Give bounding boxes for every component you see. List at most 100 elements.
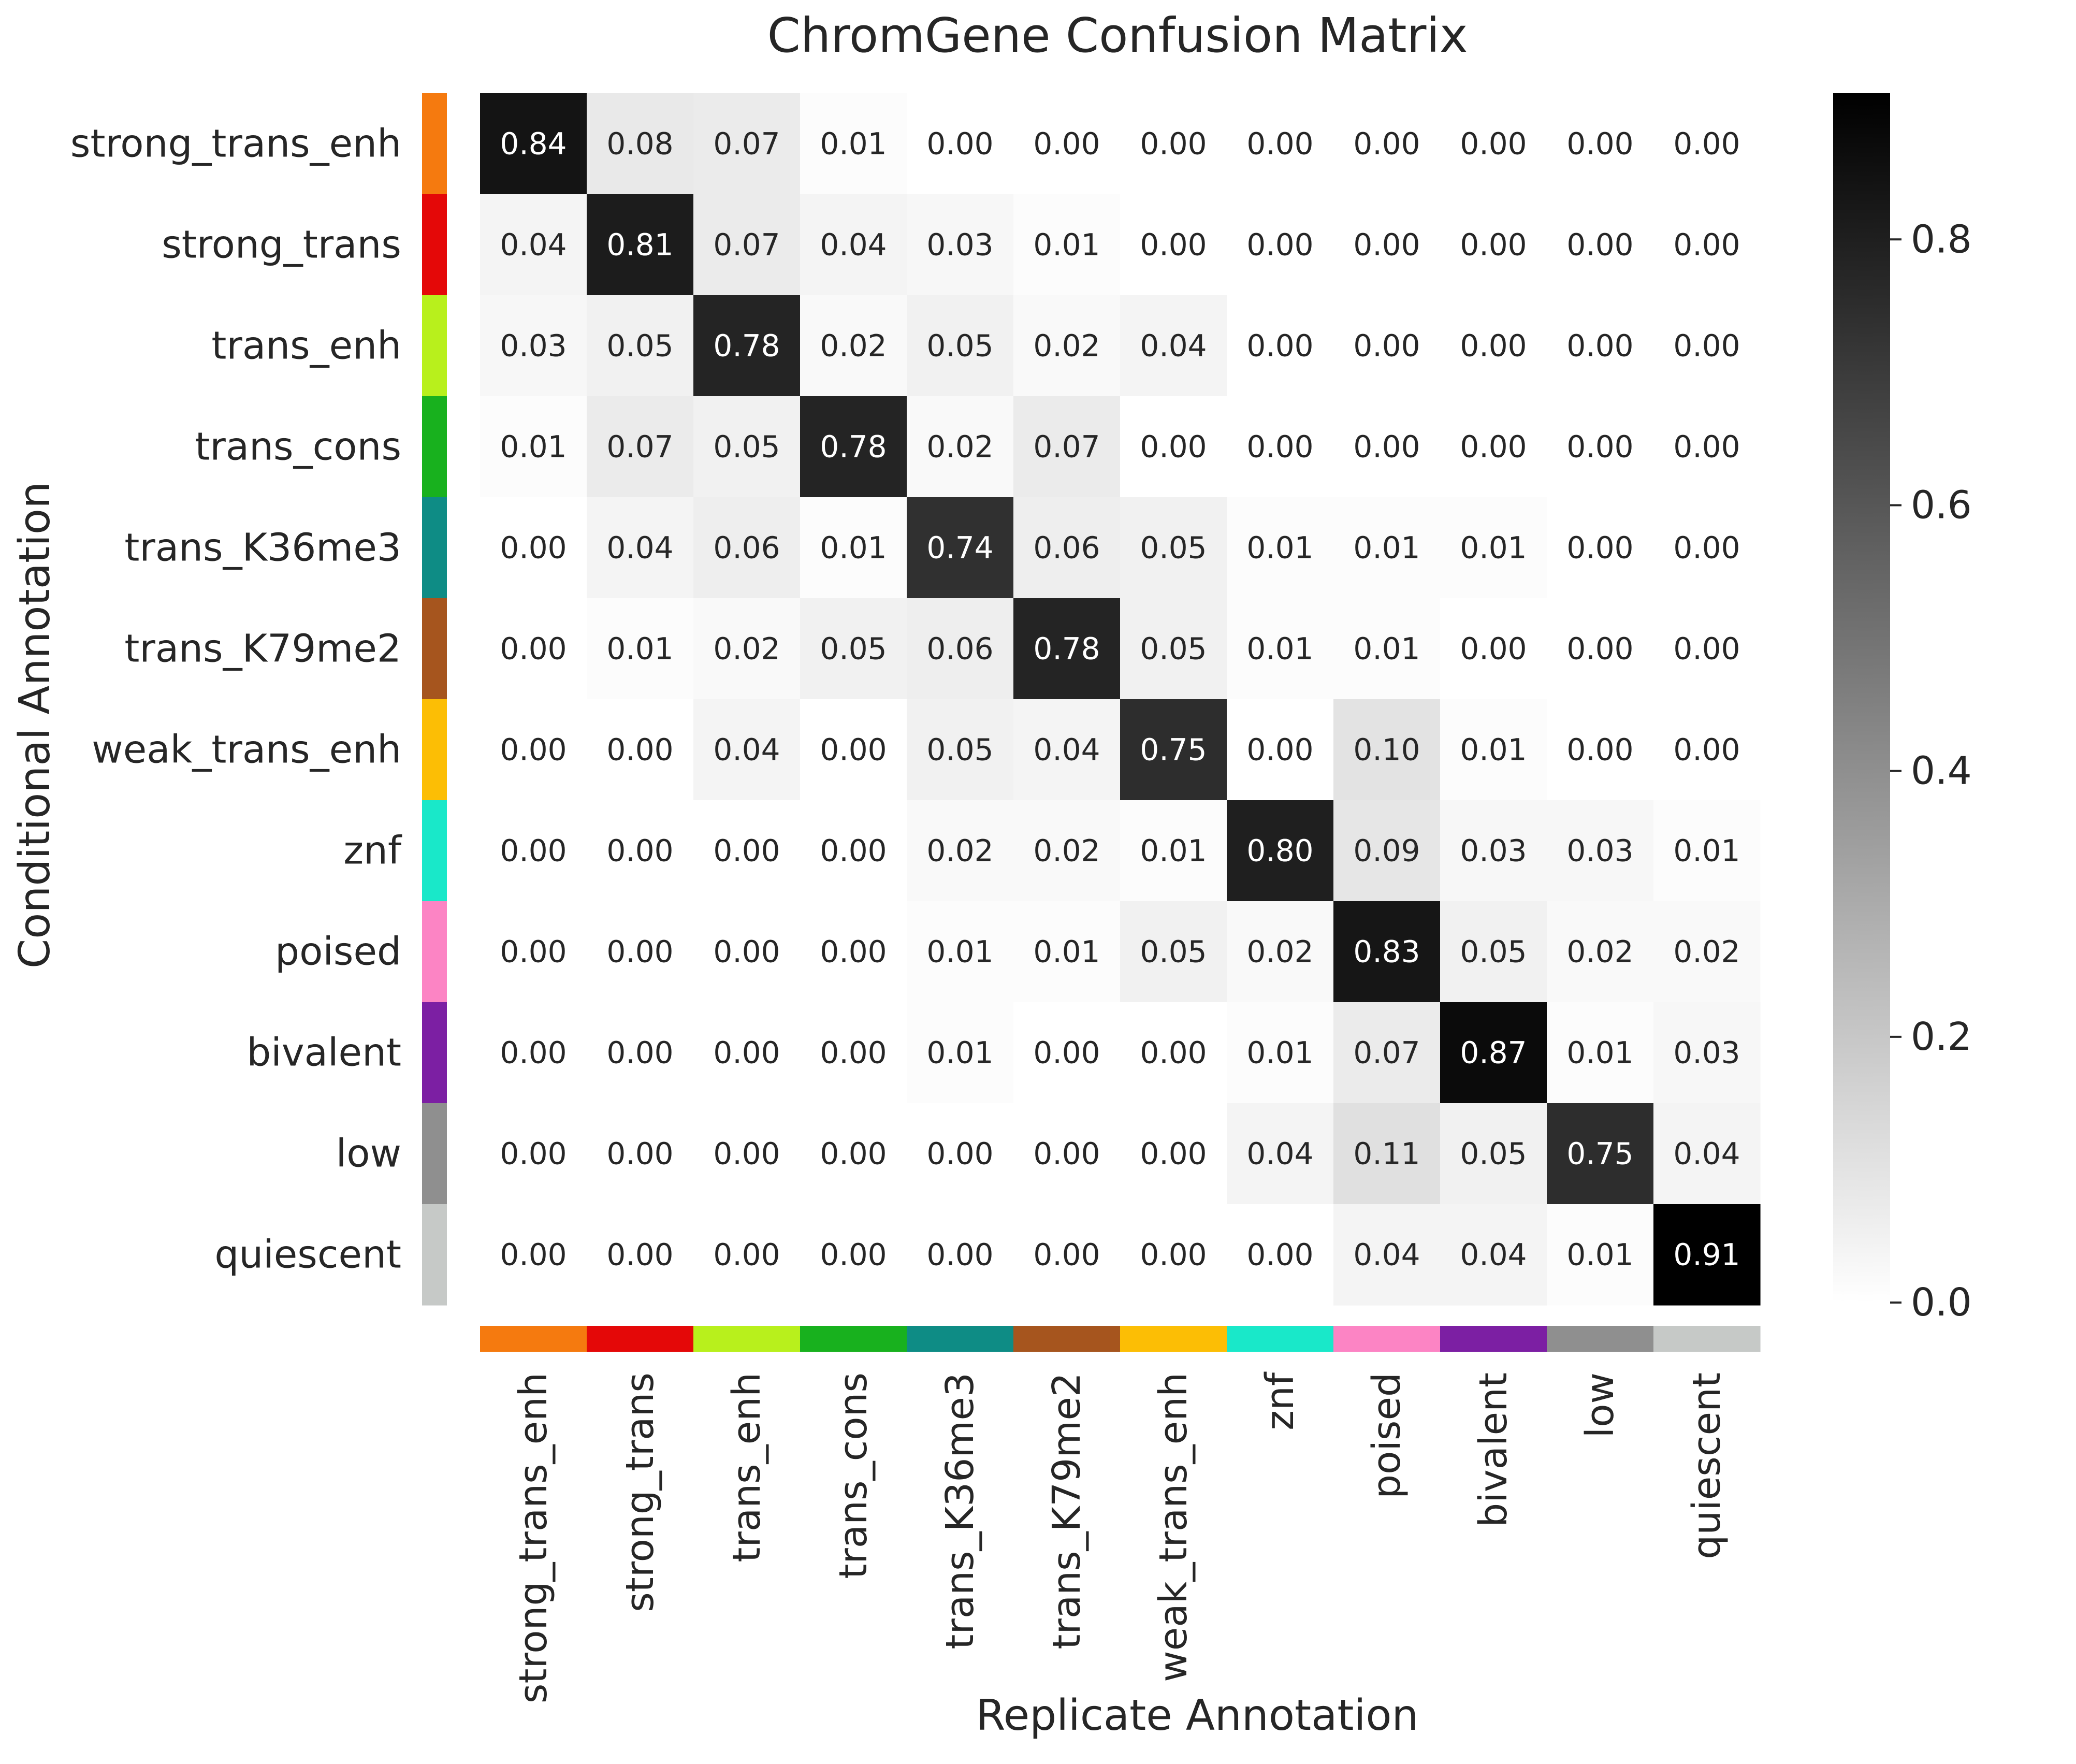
cell-value-label: 0.04 <box>820 227 887 263</box>
heatmap-cell <box>1013 396 1121 498</box>
y-tick-label: bivalent <box>246 1031 401 1075</box>
heatmap-cell <box>1013 93 1121 195</box>
heatmap-cell <box>1227 901 1334 1003</box>
cell-value-label: 0.05 <box>926 732 993 768</box>
cell-value-label: 0.04 <box>606 530 673 566</box>
heatmap-cell <box>587 93 694 195</box>
heatmap-cell <box>907 396 1014 498</box>
column-color-swatch <box>1333 1326 1441 1352</box>
heatmap-cell <box>1440 93 1547 195</box>
cell-value-label: 0.01 <box>606 631 673 667</box>
cell-value-label: 0.78 <box>713 328 780 364</box>
cell-value-label: 0.00 <box>1566 227 1633 263</box>
heatmap-cell <box>1653 93 1761 195</box>
cell-value-label: 0.78 <box>1033 631 1100 667</box>
heatmap-cell <box>1333 93 1441 195</box>
cell-value-label: 0.00 <box>926 1237 993 1273</box>
cell-value-label: 0.01 <box>926 934 993 970</box>
heatmap-cell <box>1333 1204 1441 1306</box>
row-color-swatch <box>422 497 447 599</box>
cell-value-label: 0.01 <box>1033 934 1100 970</box>
heatmap-cell <box>1547 396 1654 498</box>
heatmap-cell <box>1440 699 1547 801</box>
heatmap-cell <box>1440 598 1547 700</box>
cell-value-label: 0.83 <box>1353 934 1420 970</box>
cell-value-label: 0.00 <box>1353 429 1420 465</box>
heatmap-cell <box>1120 598 1227 700</box>
y-tick-label: znf <box>343 829 402 873</box>
cell-value-label: 0.07 <box>713 227 780 263</box>
y-tick-label: low <box>336 1132 401 1176</box>
heatmap-cell <box>1120 396 1227 498</box>
cell-value-label: 0.02 <box>926 833 993 869</box>
cell-value-label: 0.04 <box>1353 1237 1420 1273</box>
heatmap-cell <box>1440 295 1547 397</box>
heatmap-cell <box>1013 800 1121 902</box>
heatmap-cell <box>693 1103 801 1205</box>
heatmap-cell <box>1653 1002 1761 1104</box>
cell-value-label: 0.00 <box>713 1035 780 1071</box>
cell-value-label: 0.00 <box>500 732 567 768</box>
heatmap-cell <box>907 295 1014 397</box>
heatmap-cell <box>1120 699 1227 801</box>
cell-value-label: 0.00 <box>1673 530 1740 566</box>
y-tick-label: strong_trans_enh <box>70 122 401 166</box>
heatmap-cell <box>1653 497 1761 599</box>
heatmap-cell <box>1653 396 1761 498</box>
heatmap-cell <box>1547 295 1654 397</box>
colorbar-tick-label: 0.4 <box>1911 749 1972 793</box>
heatmap-cell <box>693 396 801 498</box>
heatmap-cell <box>1333 396 1441 498</box>
heatmap-cell <box>1333 1103 1441 1205</box>
heatmap-cell <box>1333 295 1441 397</box>
row-color-swatch <box>422 598 447 700</box>
heatmap-cell <box>693 93 801 195</box>
heatmap-cell <box>480 800 587 902</box>
cell-value-label: 0.00 <box>1673 631 1740 667</box>
heatmap-cell <box>693 699 801 801</box>
cell-value-label: 0.00 <box>1246 126 1313 162</box>
cell-value-label: 0.03 <box>500 328 567 364</box>
cell-value-label: 0.00 <box>1460 429 1527 465</box>
cell-value-label: 0.00 <box>606 833 673 869</box>
heatmap-cell <box>1013 1204 1121 1306</box>
heatmap-cell <box>1333 699 1441 801</box>
cell-value-label: 0.06 <box>926 631 993 667</box>
cell-value-label: 0.01 <box>1246 1035 1313 1071</box>
cell-value-label: 0.00 <box>1033 1136 1100 1172</box>
heatmap-cell <box>907 497 1014 599</box>
heatmap-cell <box>800 295 907 397</box>
cell-value-label: 0.00 <box>1460 328 1527 364</box>
heatmap-cell <box>800 1103 907 1205</box>
y-tick-label: trans_cons <box>195 425 401 469</box>
cell-value-label: 0.00 <box>926 1136 993 1172</box>
cell-value-label: 0.05 <box>926 328 993 364</box>
cell-value-label: 0.11 <box>1353 1136 1420 1172</box>
cell-value-label: 0.00 <box>1140 126 1207 162</box>
column-color-swatch <box>1120 1326 1227 1352</box>
cell-value-label: 0.05 <box>1140 631 1207 667</box>
heatmap-cell <box>1653 295 1761 397</box>
cell-value-labels: 0.84 0.08 0.07 0.01 0.00 0.00 0.00 0.00 0.00 0.00… <box>500 126 1740 1273</box>
heatmap-cell <box>1653 1204 1761 1306</box>
cell-value-label: 0.00 <box>1673 732 1740 768</box>
heatmap-cell <box>1547 93 1654 195</box>
heatmap-cell <box>1333 800 1441 902</box>
cell-value-label: 0.00 <box>713 833 780 869</box>
cell-value-label: 0.00 <box>500 1035 567 1071</box>
heatmap-cell <box>1440 1002 1547 1104</box>
heatmap-cell <box>480 598 587 700</box>
cell-value-label: 0.00 <box>1566 126 1633 162</box>
heatmap-cell <box>800 1204 907 1306</box>
column-color-swatch <box>1227 1326 1334 1352</box>
heatmap-cell <box>1013 194 1121 296</box>
heatmap-cell <box>480 295 587 397</box>
row-color-swatch <box>422 901 447 1003</box>
heatmap-cell <box>587 1002 694 1104</box>
cell-value-label: 0.04 <box>500 227 567 263</box>
cell-value-label: 0.78 <box>820 429 887 465</box>
row-color-swatch <box>422 699 447 801</box>
cell-value-label: 0.75 <box>1140 732 1207 768</box>
heatmap-cell <box>800 93 907 195</box>
row-color-swatch <box>422 1204 447 1306</box>
